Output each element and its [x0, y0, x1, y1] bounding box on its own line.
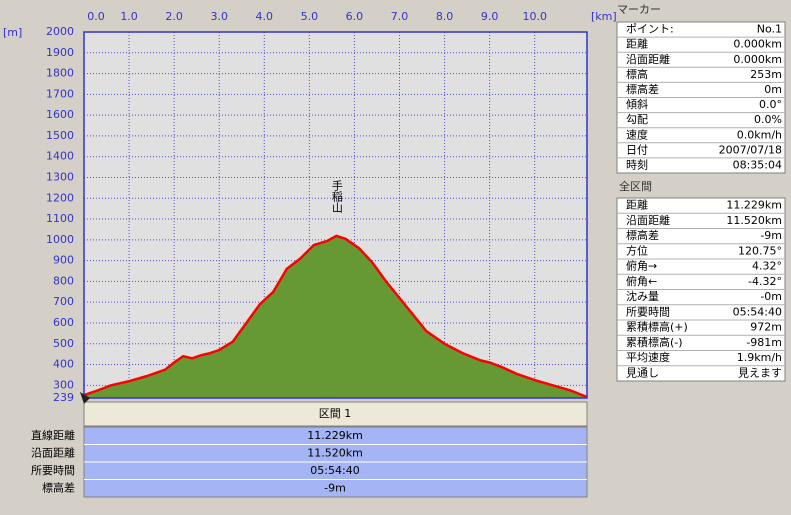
x-tick-label: 6.0	[346, 10, 364, 23]
y-tick-label: 600	[53, 316, 74, 329]
row-label: 傾斜	[626, 97, 648, 111]
y-tick-label: 1400	[46, 150, 74, 163]
x-tick-label: 9.0	[481, 10, 499, 23]
row-label: 平均速度	[626, 350, 670, 364]
marker-icon	[80, 392, 90, 404]
x-tick-label: 3.0	[210, 10, 228, 23]
x-unit: [km]	[591, 10, 617, 23]
summary-header: 区間 1	[319, 407, 352, 420]
row-value: -981m	[746, 336, 782, 349]
y-tick-label: 500	[53, 337, 74, 350]
row-value: 11.229km	[726, 199, 782, 212]
x-tick-label: 2.0	[165, 10, 183, 23]
row-label: ポイント:	[626, 23, 674, 36]
summary-value: 11.229km	[307, 429, 363, 442]
y-tick-label: 400	[53, 358, 74, 371]
summary-value: 05:54:40	[310, 464, 359, 477]
y-tick-label: 300	[53, 378, 74, 391]
row-label: 時刻	[626, 157, 648, 171]
plot-frame	[83, 31, 588, 399]
y-tick-label: 1000	[46, 233, 74, 246]
row-label: 累積標高(+)	[626, 320, 688, 334]
x-tick-label: 4.0	[256, 10, 274, 23]
row-value: -9m	[760, 229, 782, 242]
x-tick-label: 0.0	[87, 10, 105, 23]
row-value: -4.32°	[748, 275, 782, 288]
x-tick-label: 10.0	[522, 10, 547, 23]
y-tick-label: 1900	[46, 46, 74, 59]
y-tick-label: 900	[53, 254, 74, 267]
summary-value: 11.520km	[307, 447, 363, 460]
y-tick-label: 1600	[46, 108, 74, 121]
row-value: 05:54:40	[733, 305, 782, 318]
row-value: 2007/07/18	[719, 143, 782, 156]
row-value: 972m	[750, 321, 782, 334]
row-label: 標高	[626, 67, 648, 81]
row-label: 所要時間	[626, 305, 670, 318]
y-tick-label: 1300	[46, 170, 74, 183]
summary-label: 所要時間	[31, 464, 75, 477]
row-label: 方位	[626, 243, 648, 257]
summary-label: 標高差	[42, 481, 75, 495]
row-value: 0.0%	[754, 113, 782, 126]
row-label: 沿面距離	[626, 213, 670, 227]
row-value: 0.000km	[733, 53, 782, 66]
row-value: 0m	[764, 83, 782, 96]
row-label: 沈み量	[626, 289, 659, 303]
annotation: 手稲山	[330, 179, 343, 213]
y-tick-label: 2000	[46, 25, 74, 38]
row-label: 勾配	[626, 113, 648, 126]
row-value: 11.520km	[726, 214, 782, 227]
row-label: 累積標高(-)	[626, 335, 683, 349]
row-value: 08:35:04	[733, 158, 782, 171]
summary-label: 沿面距離	[31, 446, 75, 460]
x-tick-label: 7.0	[391, 10, 409, 23]
row-label: 速度	[626, 127, 648, 141]
section-title: 全区間	[619, 179, 652, 193]
x-tick-label: 1.0	[120, 10, 138, 23]
row-label: 日付	[626, 143, 648, 156]
summary-value: -9m	[324, 482, 346, 495]
row-value: 見えます	[738, 366, 782, 379]
row-value: 120.75°	[738, 244, 782, 257]
row-label: 俯角→	[626, 259, 657, 273]
y-tick-label: 1700	[46, 87, 74, 100]
marker-title: マーカー	[617, 3, 661, 16]
x-tick-label: 5.0	[301, 10, 319, 23]
row-label: 俯角←	[626, 274, 657, 288]
y-tick-label: 1200	[46, 191, 74, 204]
row-value: 253m	[750, 68, 782, 81]
y-tick-label: 1800	[46, 67, 74, 80]
row-value: 0.000km	[733, 38, 782, 51]
y-tick-label: 1500	[46, 129, 74, 142]
elevation-area	[84, 235, 587, 398]
y-tick-label: 1100	[46, 212, 74, 225]
row-value: 0.0°	[759, 98, 782, 111]
row-label: 標高差	[626, 228, 659, 242]
row-value: No.1	[757, 23, 782, 36]
elevation-line	[83, 234, 588, 399]
x-tick-label: 8.0	[436, 10, 454, 23]
row-label: 見通し	[626, 366, 659, 379]
row-value: -0m	[760, 290, 782, 303]
y-tick-label: 700	[53, 295, 74, 308]
y-unit: [m]	[3, 26, 22, 39]
row-value: 0.0km/h	[737, 128, 782, 141]
row-label: 標高差	[626, 82, 659, 96]
y-tick-label: 239	[53, 391, 74, 404]
y-tick-label: 800	[53, 274, 74, 287]
row-value: 4.32°	[752, 260, 782, 273]
row-label: 距離	[626, 37, 648, 51]
row-label: 距離	[626, 198, 648, 212]
row-value: 1.9km/h	[737, 351, 782, 364]
row-label: 沿面距離	[626, 52, 670, 66]
summary-label: 直線距離	[31, 428, 75, 442]
summary-header-bg	[83, 401, 588, 427]
